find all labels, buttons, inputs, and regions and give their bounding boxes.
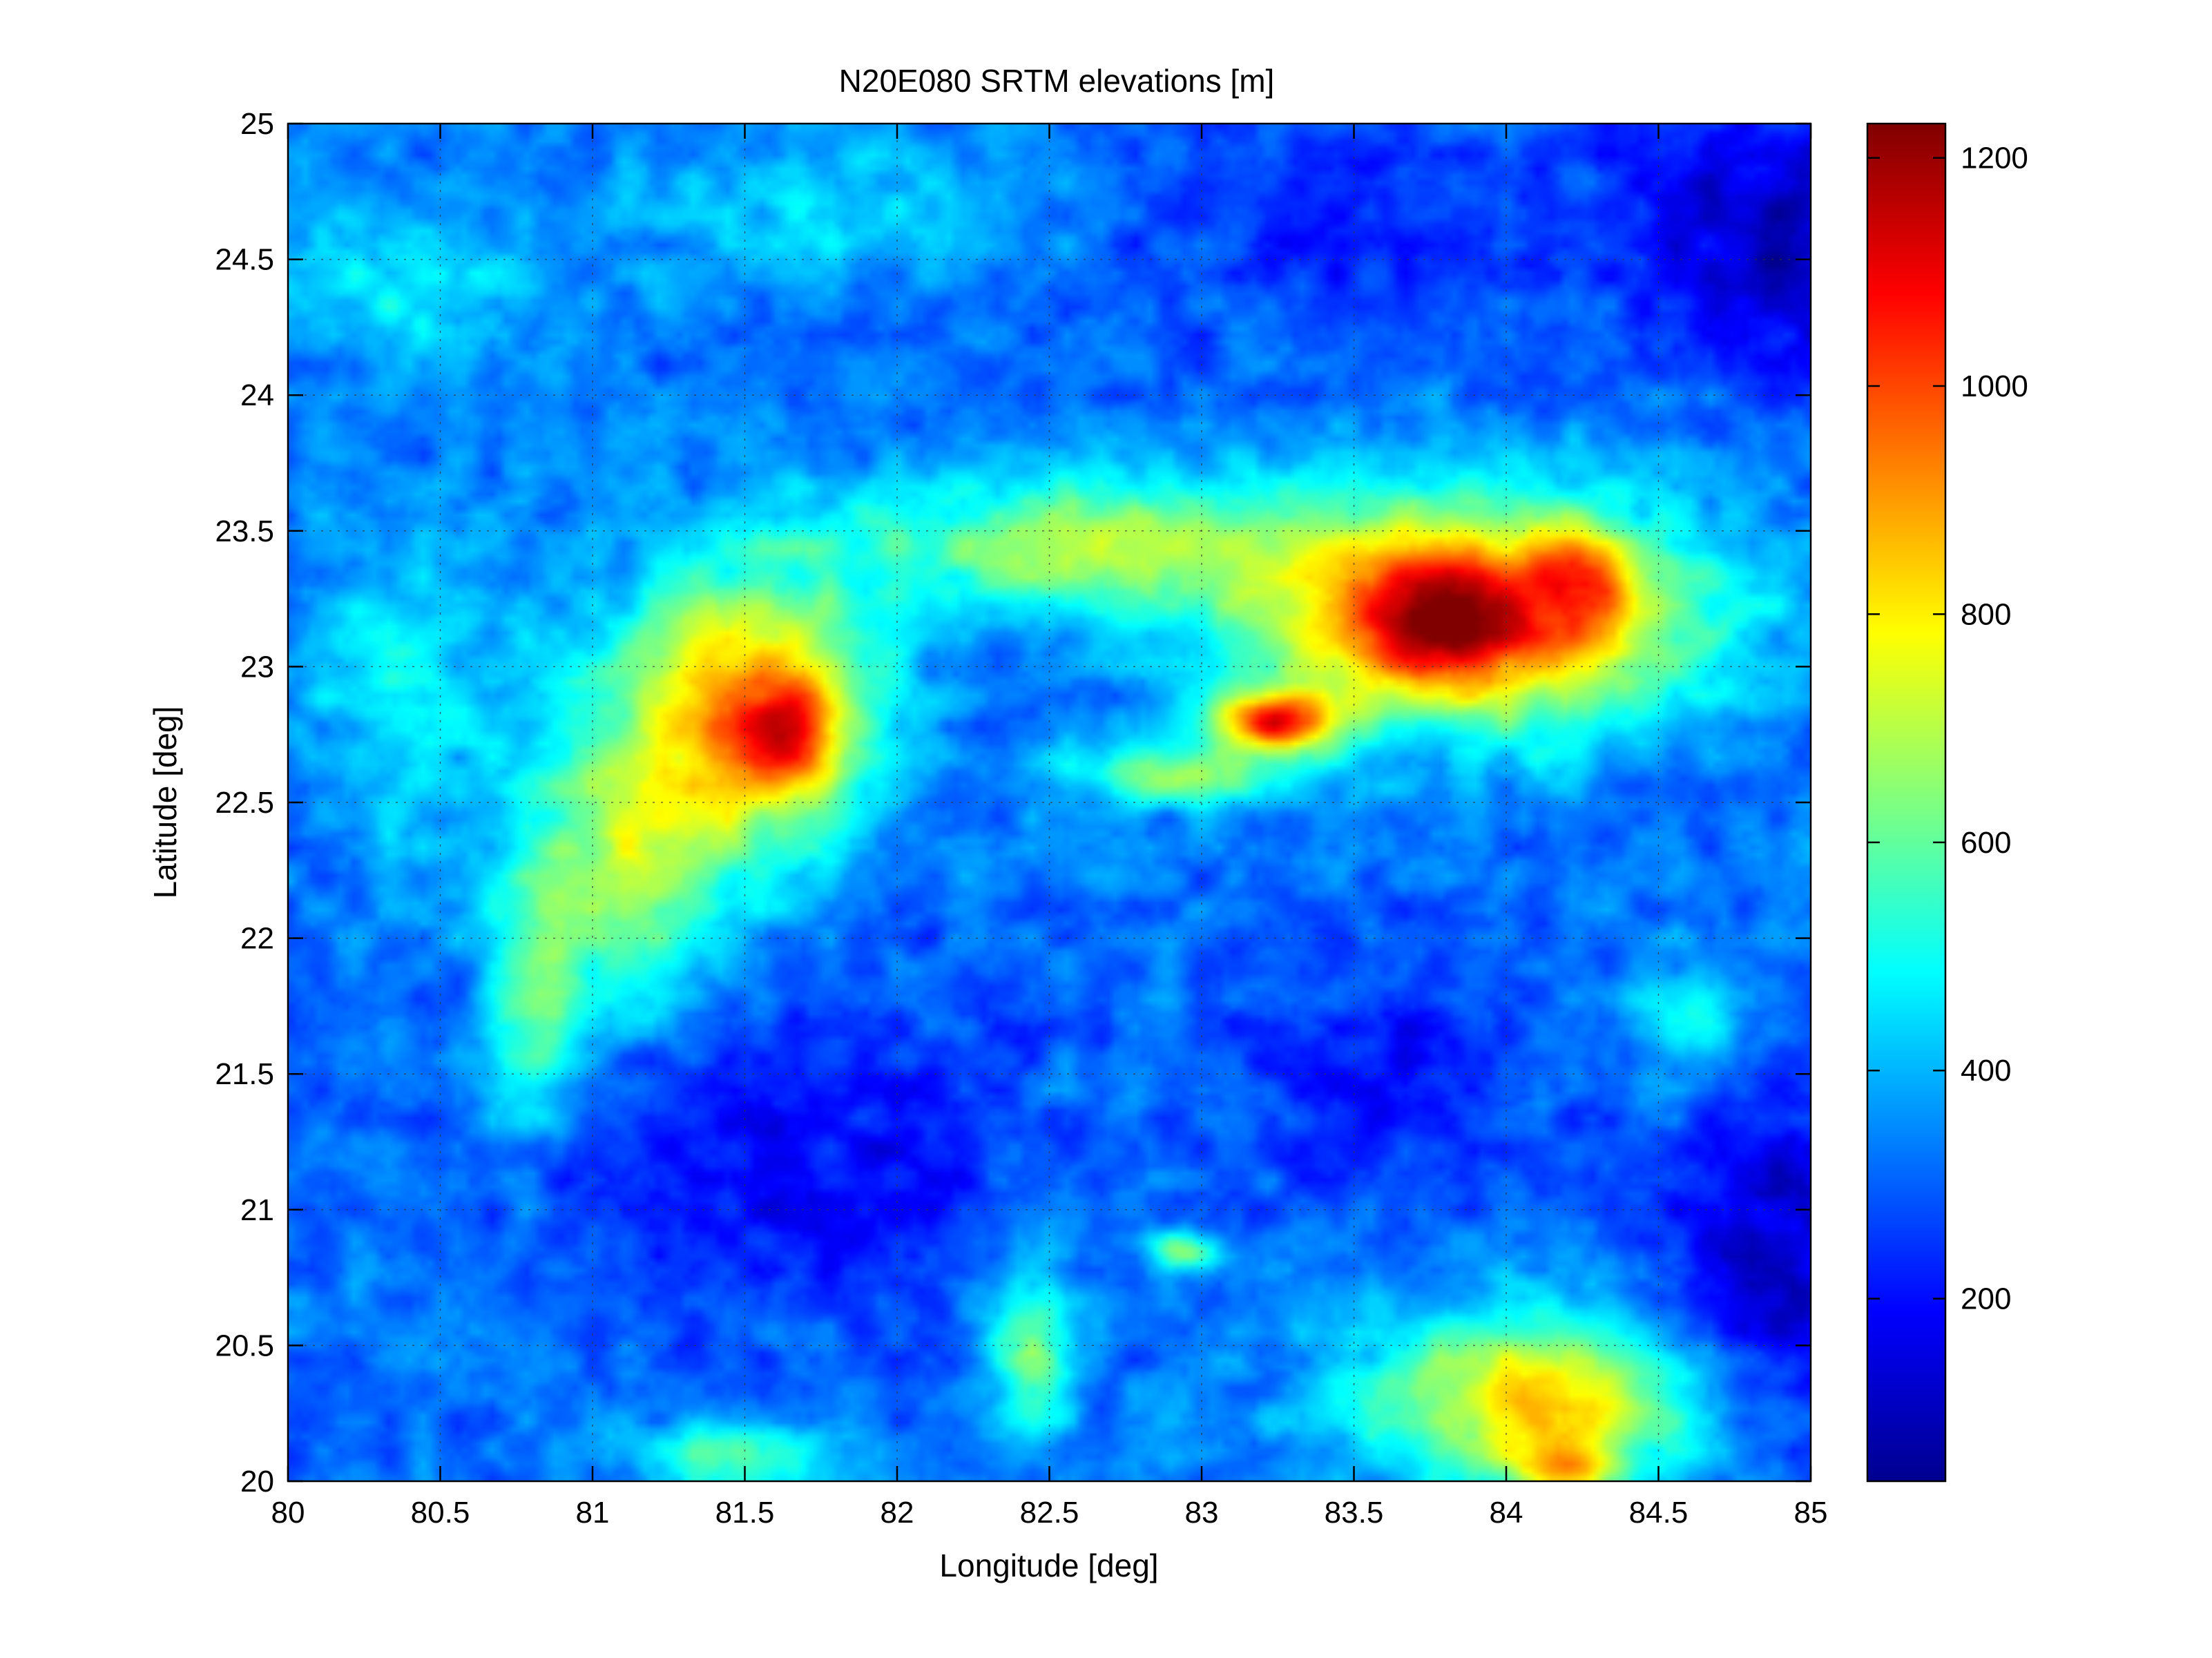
x-tick-label: 81 <box>576 1496 610 1530</box>
y-tick-labels: 20 20.5 21 21.5 22 22.5 23 23.5 24 24.5 25 <box>215 107 274 1498</box>
x-tick-label: 81.5 <box>715 1496 775 1530</box>
y-tick-label: 21 <box>240 1193 274 1227</box>
chart-title: N20E080 SRTM elevations [m] <box>839 63 1275 99</box>
y-tick-label: 21.5 <box>215 1057 274 1091</box>
colorbar-tick-label: 1000 <box>1961 369 2028 403</box>
y-tick-label: 24.5 <box>215 243 274 277</box>
colorbar-tick-label: 200 <box>1961 1282 2011 1316</box>
x-tick-label: 84 <box>1490 1496 1523 1530</box>
x-tick-label: 83.5 <box>1325 1496 1384 1530</box>
x-tick-label: 80.5 <box>411 1496 470 1530</box>
x-tick-label: 82 <box>881 1496 914 1530</box>
y-tick-label: 25 <box>240 107 274 141</box>
y-tick-label: 22.5 <box>215 786 274 820</box>
x-tick-label: 85 <box>1794 1496 1828 1530</box>
colorbar-tick-label: 600 <box>1961 826 2011 860</box>
colorbar: 200 400 600 800 1000 1200 <box>1866 122 2028 1483</box>
y-tick-label: 24 <box>240 378 274 412</box>
y-tick-label: 20 <box>240 1465 274 1498</box>
y-tick-label: 22 <box>240 922 274 956</box>
colorbar-tick-label: 400 <box>1961 1054 2011 1088</box>
y-axis-label: Latitude [deg] <box>147 706 183 899</box>
colorbar-tick-label: 1200 <box>1961 142 2028 175</box>
heatmap-plot <box>287 122 1812 1483</box>
y-tick-label: 23.5 <box>215 514 274 548</box>
x-tick-label: 83 <box>1185 1496 1219 1530</box>
x-tick-label: 80 <box>271 1496 305 1530</box>
y-tick-label: 23 <box>240 650 274 684</box>
colorbar-gradient <box>1866 122 1947 1483</box>
x-tick-label: 84.5 <box>1629 1496 1689 1530</box>
colorbar-ticks: 200 400 600 800 1000 1200 <box>1867 142 2028 1316</box>
axis-ticks <box>287 122 1812 1483</box>
x-tick-label: 82.5 <box>1020 1496 1079 1530</box>
colorbar-tick-label: 800 <box>1961 597 2011 631</box>
x-tick-labels: 80 80.5 81 81.5 82 82.5 83 83.5 84 84.5 85 <box>271 1496 1828 1530</box>
x-axis-label: Longitude [deg] <box>939 1548 1158 1583</box>
y-tick-label: 20.5 <box>215 1329 274 1362</box>
